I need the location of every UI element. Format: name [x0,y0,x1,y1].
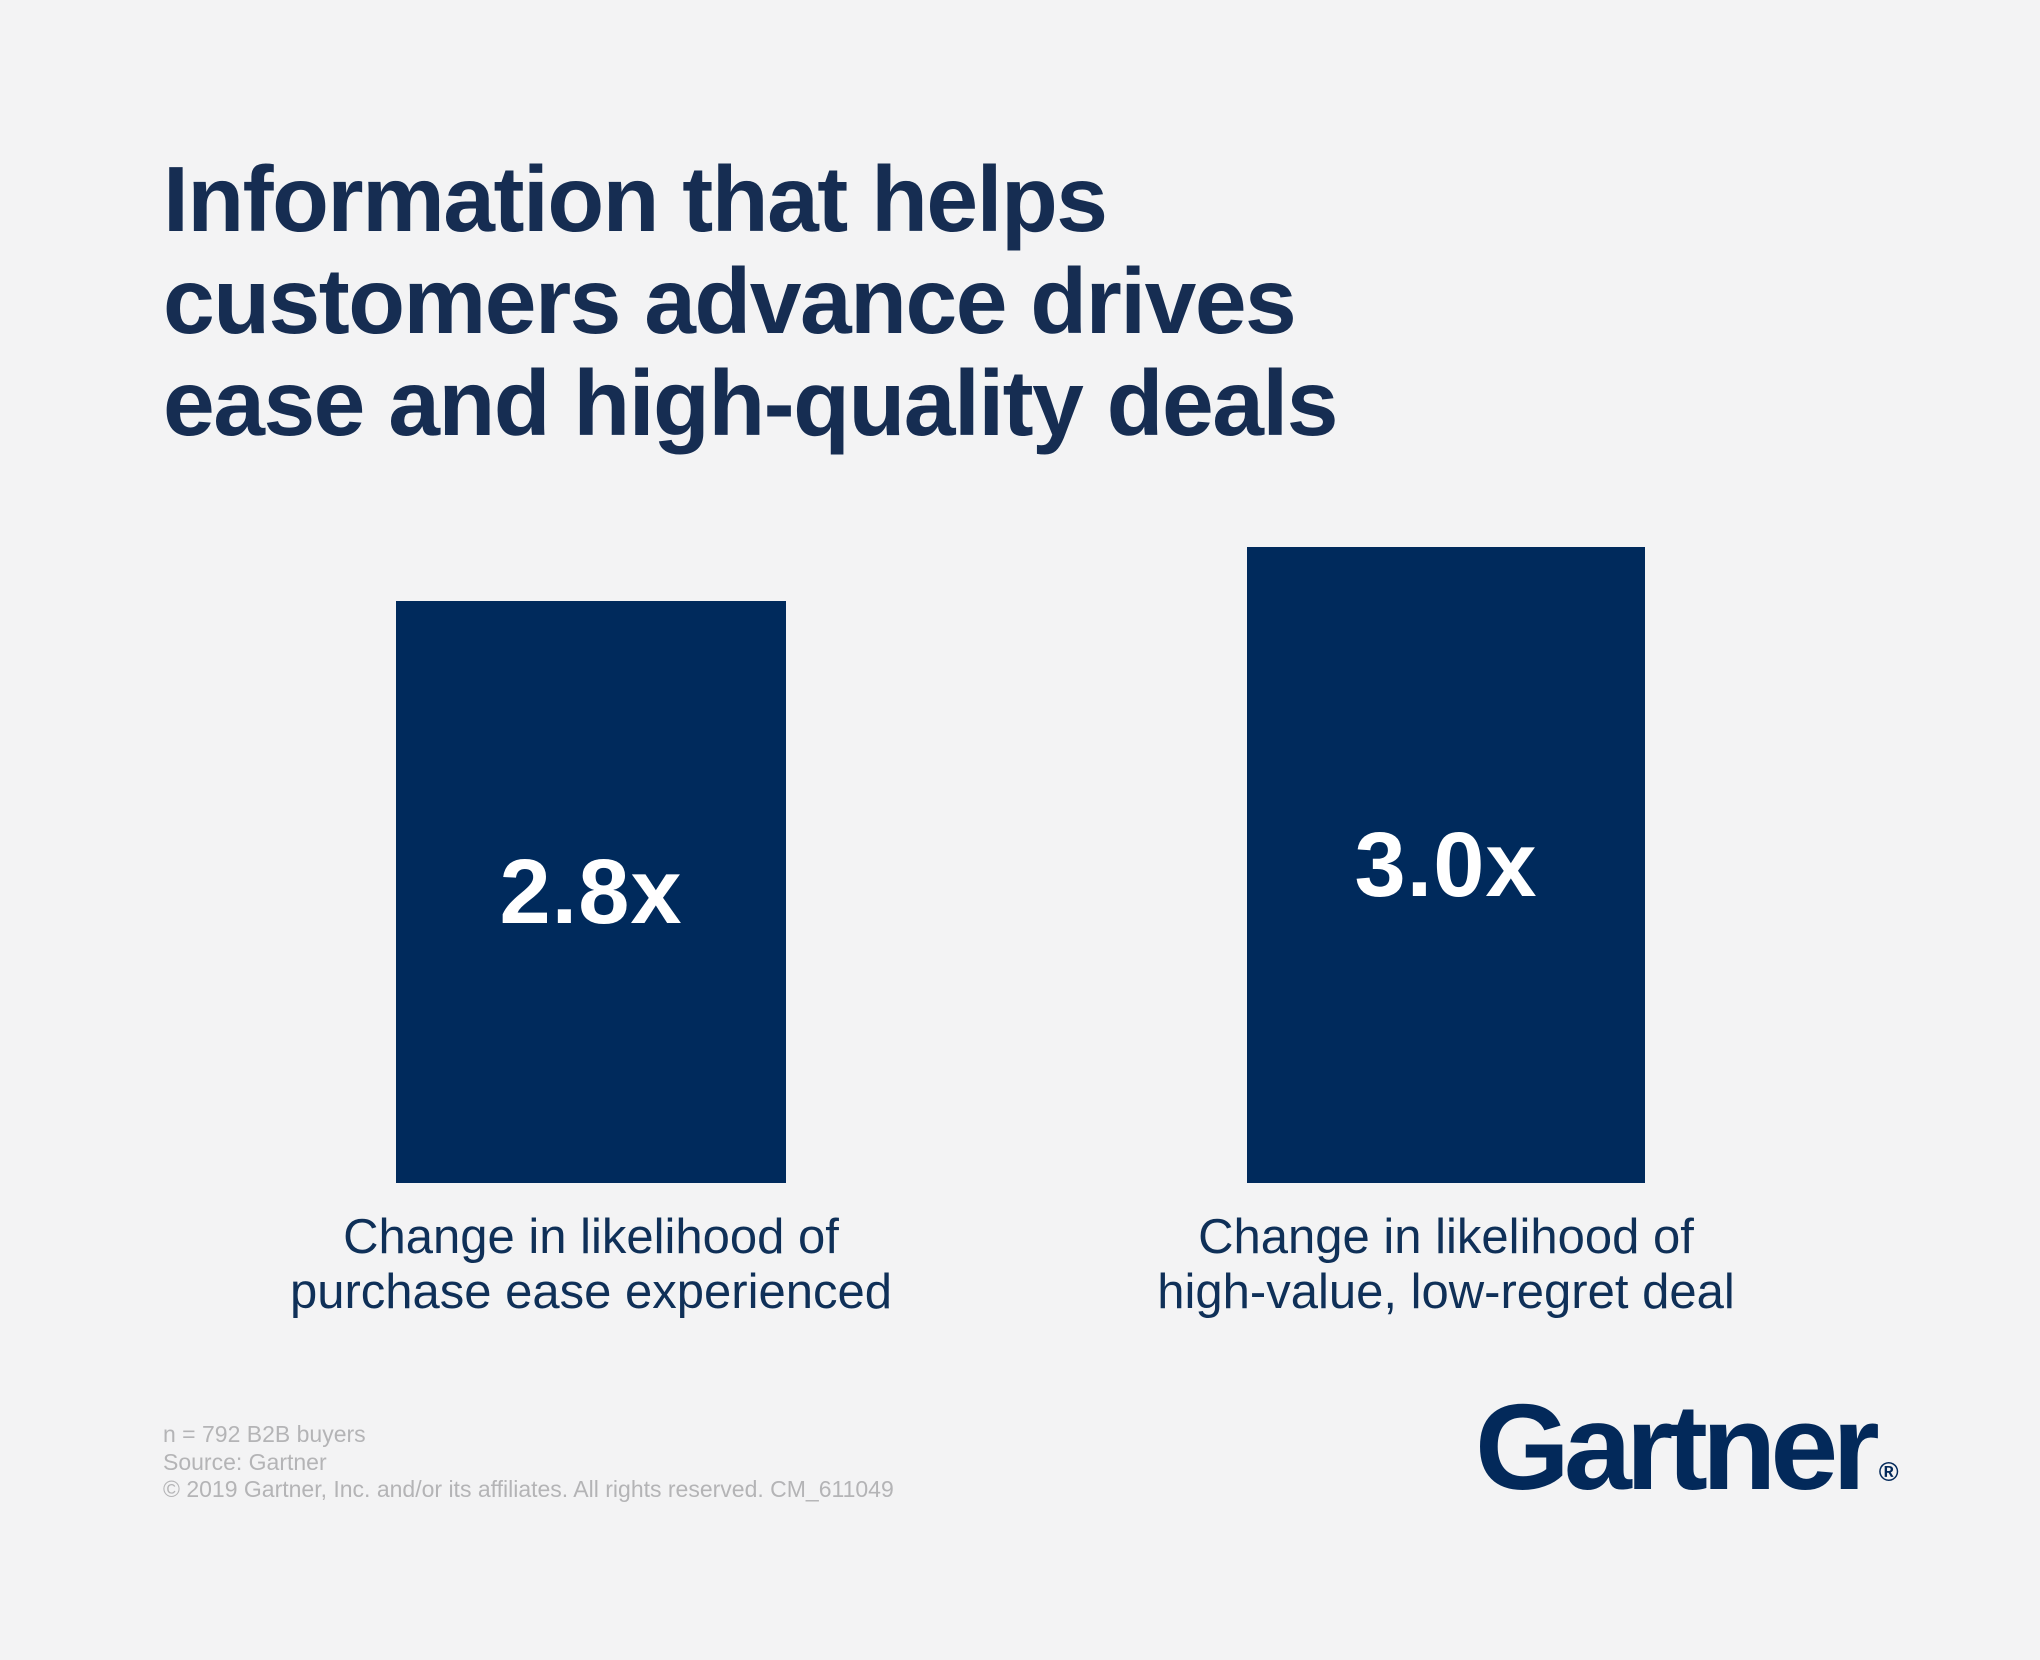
bar-high-value-deal: 3.0x [1247,547,1645,1183]
gartner-wordmark: Gartner [1475,1379,1880,1515]
source-note: Source: Gartner [163,1448,327,1475]
chart-title-line-1: Information that helps [163,147,1108,251]
bar-caption-high-value-deal: Change in likelihood of high-value, low-… [1136,1210,1756,1320]
bar-value-label-high-value-deal: 3.0x [1354,813,1538,916]
gartner-logo: Gartner ® [1475,1386,1899,1508]
sample-size-note: n = 792 B2B buyers [163,1421,366,1447]
bar-caption-high-value-deal-line-1: Change in likelihood of [1198,1210,1694,1264]
chart-title-line-3: ease and high-quality deals [163,351,1339,455]
copyright-note: © 2019 Gartner, Inc. and/or its affiliat… [163,1476,894,1502]
bar-caption-purchase-ease-line-1: Change in likelihood of [343,1210,839,1264]
chart-title-line-2: customers advance drives [163,249,1297,353]
bar-caption-purchase-ease-line-2: purchase ease experienced [289,1265,893,1319]
footnotes: n = 792 B2B buyers Source: Gartner © 201… [163,1421,894,1504]
bar-value-label-purchase-ease: 2.8x [499,840,683,943]
registered-trademark-icon: ® [1878,1457,1899,1487]
bar-purchase-ease: 2.8x [396,601,786,1183]
bar-caption-high-value-deal-line-2: high-value, low-regret deal [1157,1265,1735,1319]
bar-caption-purchase-ease: Change in likelihood of purchase ease ex… [281,1210,901,1320]
chart-title: Information that helps customers advance… [163,147,1339,455]
